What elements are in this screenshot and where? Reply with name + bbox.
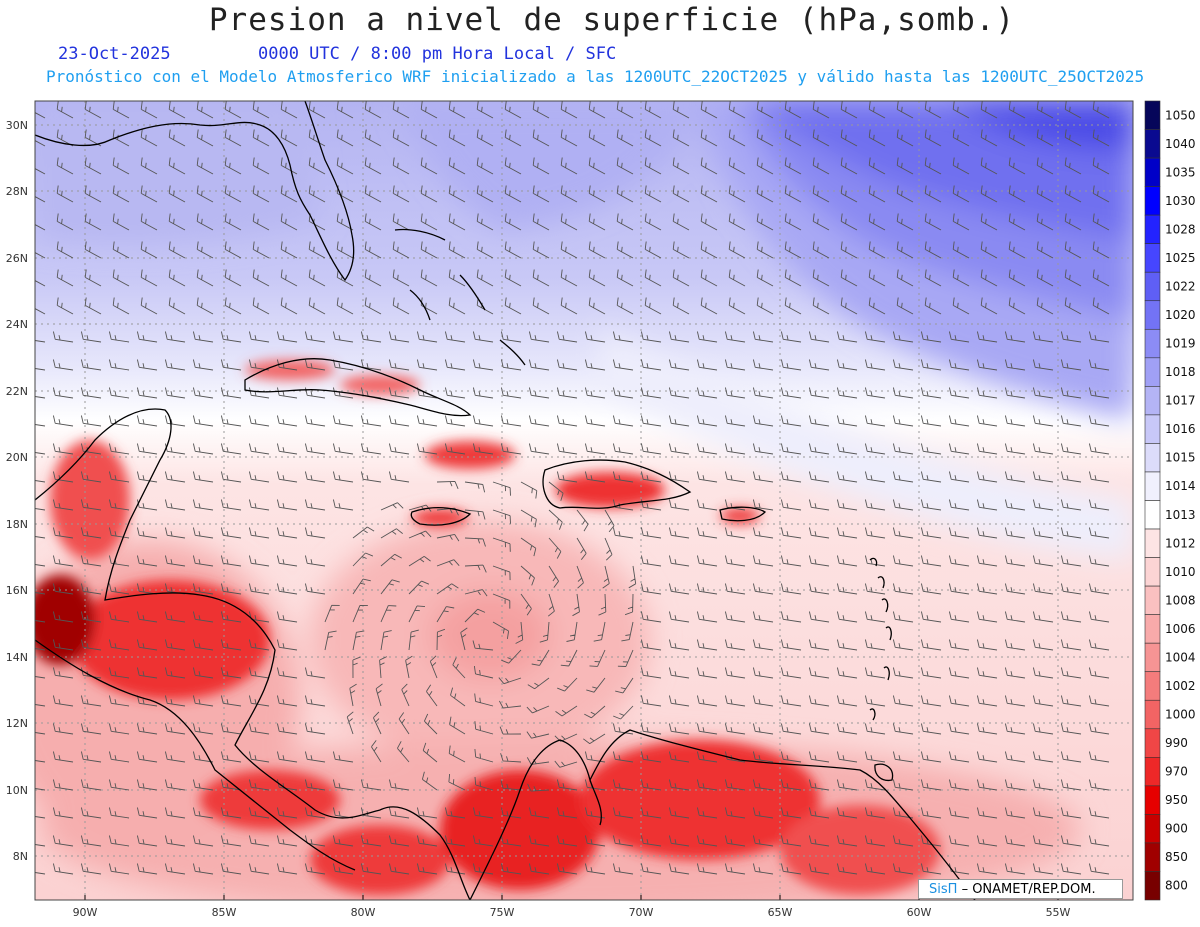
colorbar-swatch — [1144, 842, 1161, 872]
colorbar-swatch — [1144, 328, 1161, 359]
map-title: Presion a nivel de superficie (hPa,somb.… — [208, 2, 1016, 38]
wind-barb-field — [35, 101, 1110, 875]
onamet-credit: – ONAMET/REP.DOM. — [961, 882, 1096, 897]
colorbar-label: 1028 — [1165, 222, 1196, 236]
colorbar-swatch — [1144, 443, 1161, 473]
colorbar-swatch — [1144, 814, 1161, 844]
lat-label: 24N — [6, 318, 28, 331]
colorbar-swatch — [1144, 728, 1161, 758]
colorbar-swatch — [1144, 557, 1161, 587]
colorbar-label: 1040 — [1165, 137, 1196, 151]
lat-label: 8N — [13, 850, 28, 863]
time-info: 0000 UTC / 8:00 pm Hora Local / SFC — [258, 44, 617, 64]
colorbar-swatch — [1144, 871, 1161, 901]
plot-area — [35, 101, 1133, 900]
lat-label: 10N — [6, 784, 28, 797]
credit-box: SisΠ – ONAMET/REP.DOM. — [918, 879, 1123, 899]
colorbar-swatch — [1144, 157, 1161, 187]
colorbar-label: 1015 — [1165, 451, 1196, 465]
colorbar-label: 1030 — [1165, 194, 1196, 208]
colorbar-label: 1016 — [1165, 422, 1196, 436]
colorbar-label: 1022 — [1165, 279, 1196, 293]
lon-label: 75W — [490, 906, 515, 919]
colorbar-label: 1008 — [1165, 593, 1196, 607]
lat-label: 18N — [6, 518, 28, 531]
colorbar-swatch — [1144, 414, 1161, 444]
colorbar-label: 1035 — [1165, 165, 1196, 179]
colorbar-label: 1010 — [1165, 565, 1196, 579]
lat-label: 12N — [6, 717, 28, 730]
graticule — [35, 101, 1133, 900]
lon-label: 70W — [629, 906, 654, 919]
coastlines — [35, 101, 976, 900]
lat-label: 26N — [6, 252, 28, 265]
colorbar-swatch — [1144, 186, 1161, 216]
colorbar-label: 1013 — [1165, 508, 1196, 522]
plot-frame — [34, 100, 1134, 901]
colorbar-swatch — [1144, 243, 1161, 273]
colorbar-label: 1004 — [1165, 650, 1196, 664]
lat-label: 30N — [6, 119, 28, 132]
land-lows — [35, 360, 940, 895]
lat-label: 28N — [6, 185, 28, 198]
colorbar-swatch — [1144, 271, 1161, 302]
forecast-date: 23-Oct-2025 — [58, 44, 171, 64]
colorbar-swatch — [1144, 100, 1161, 130]
colorbar-label: 950 — [1165, 793, 1188, 807]
lon-label: 65W — [768, 906, 793, 919]
colorbar-label: 1014 — [1165, 479, 1196, 493]
colorbar-swatch — [1144, 471, 1161, 501]
colorbar-swatch — [1144, 500, 1161, 530]
colorbar-swatch — [1144, 357, 1161, 387]
colorbar-label: 1000 — [1165, 708, 1196, 722]
colorbar-label: 1050 — [1165, 108, 1196, 122]
colorbar-label: 1012 — [1165, 536, 1196, 550]
colorbar-label: 1018 — [1165, 365, 1196, 379]
colorbar-label: 850 — [1165, 850, 1188, 864]
colorbar-label: 1020 — [1165, 308, 1196, 322]
colorbar-swatch — [1144, 785, 1161, 815]
model-info: Pronóstico con el Modelo Atmosferico WRF… — [46, 67, 1145, 86]
colorbar-label: 800 — [1165, 879, 1188, 893]
lat-label: 22N — [6, 385, 28, 398]
wind-barbs — [35, 101, 1110, 875]
colorbar: 1050 1040 1035 1030 1028 1025 1022 1020 1019 1018… — [1144, 100, 1196, 901]
colorbar-swatch — [1144, 642, 1161, 673]
lon-label: 85W — [212, 906, 237, 919]
colorbar-label: 990 — [1165, 736, 1188, 750]
colorbar-swatch — [1144, 757, 1161, 787]
colorbar-swatch — [1144, 300, 1161, 330]
lat-label: 14N — [6, 651, 28, 664]
colorbar-label: 1006 — [1165, 622, 1196, 636]
colorbar-swatch — [1144, 386, 1161, 416]
colorbar-label: 900 — [1165, 822, 1188, 836]
colorbar-swatch — [1144, 671, 1161, 701]
colorbar-swatch — [1144, 129, 1161, 159]
lon-label: 80W — [351, 906, 376, 919]
colorbar-swatch — [1144, 214, 1161, 244]
colorbar-label: 1025 — [1165, 251, 1196, 265]
colorbar-label: 970 — [1165, 765, 1188, 779]
latitude-labels: 30N 28N 26N 24N 22N 20N 18N 16N 14N 12N … — [6, 119, 28, 863]
colorbar-swatch — [1144, 614, 1161, 644]
colorbar-label: 1017 — [1165, 394, 1196, 408]
colorbar-label: 1002 — [1165, 679, 1196, 693]
colorbar-swatch — [1144, 528, 1161, 558]
longitude-labels: 90W 85W 80W 75W 70W 65W 60W 55W — [73, 906, 1071, 919]
lat-label: 16N — [6, 584, 28, 597]
sispi-logo-text: SisΠ — [929, 882, 958, 897]
lat-label: 20N — [6, 451, 28, 464]
lon-label: 90W — [73, 906, 98, 919]
colorbar-label: 1019 — [1165, 337, 1196, 351]
lon-label: 60W — [907, 906, 932, 919]
colorbar-swatch — [1144, 585, 1161, 615]
high-pressure-area — [35, 101, 1133, 560]
lon-label: 55W — [1046, 906, 1071, 919]
colorbar-swatch — [1144, 699, 1161, 730]
